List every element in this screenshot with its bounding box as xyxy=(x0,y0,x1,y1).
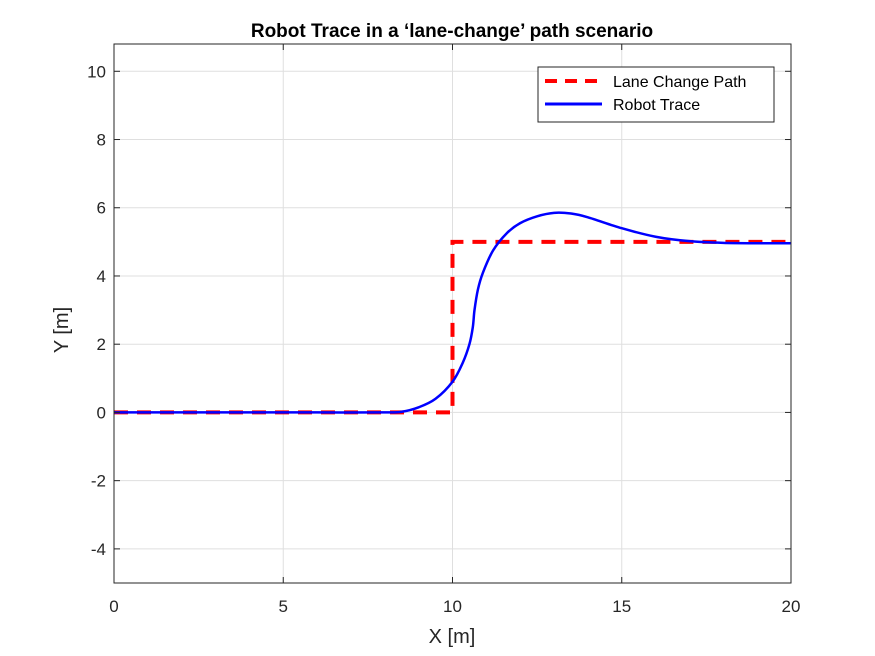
x-tick-label: 0 xyxy=(109,597,118,616)
y-axis-label: Y [m] xyxy=(51,307,73,353)
legend: Lane Change Path Robot Trace xyxy=(537,66,775,123)
y-tick-label: -4 xyxy=(91,540,106,559)
y-tick-label: 8 xyxy=(97,131,106,150)
y-tick-label: 0 xyxy=(97,403,106,422)
y-tick-label: 2 xyxy=(97,335,106,354)
y-tick-label: 6 xyxy=(97,199,106,218)
y-tick-label: -2 xyxy=(91,472,106,491)
x-tick-label: 20 xyxy=(782,597,801,616)
x-tick-label: 10 xyxy=(443,597,462,616)
y-tick-label: 10 xyxy=(87,62,106,81)
x-tick-label: 5 xyxy=(279,597,288,616)
ticks: 0 5 10 15 20 -4 -2 0 2 4 6 8 10 xyxy=(87,44,800,616)
y-tick-label: 4 xyxy=(97,267,106,286)
x-tick-label: 15 xyxy=(612,597,631,616)
legend-box xyxy=(537,66,775,123)
x-axis-label: X [m] xyxy=(429,626,476,648)
series-layer xyxy=(114,211,791,415)
legend-label-robot-trace: Robot Trace xyxy=(613,97,700,114)
series-line-robot-trace xyxy=(114,211,791,414)
legend-label-lane-change-path: Lane Change Path xyxy=(613,74,746,91)
chart-title: Robot Trace in a ‘lane-change’ path scen… xyxy=(251,21,653,42)
